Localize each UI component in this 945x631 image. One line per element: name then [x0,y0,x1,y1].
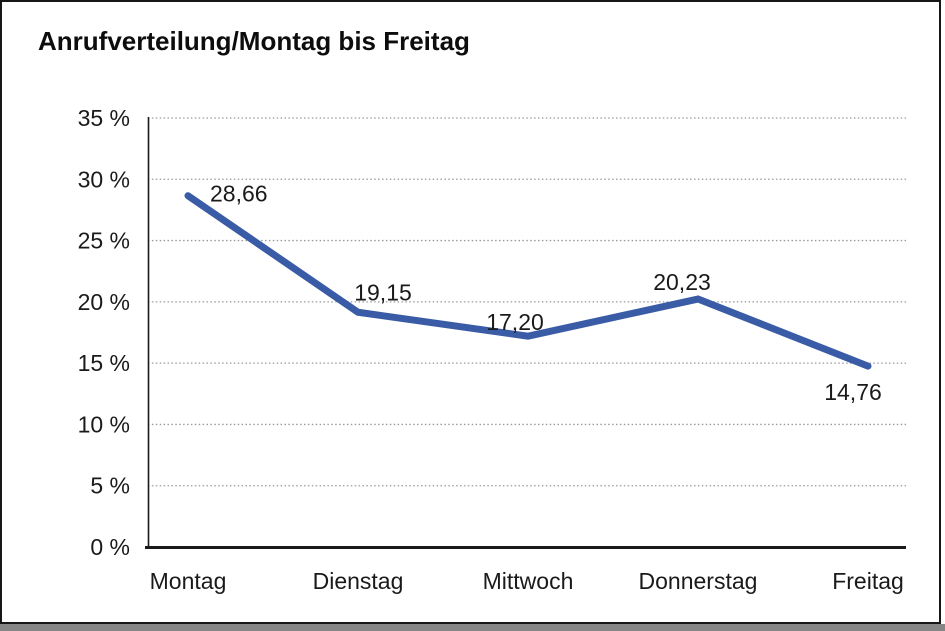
y-tick-label: 5 % [90,473,130,499]
data-series-line [184,192,872,370]
chart-title: Anrufverteilung/Montag bis Freitag [38,26,470,56]
x-category-label-dienstag: Dienstag [313,568,404,594]
y-tick-label: 20 % [78,289,130,315]
x-category-label-donnerstag: Donnerstag [639,568,758,594]
x-category-label-freitag: Freitag [832,568,904,594]
data-point-label-1: 19,15 [354,279,412,305]
y-tick-label: 25 % [78,228,130,254]
y-tick-label: 30 % [78,166,130,192]
frame-bottom-shadow [0,624,945,631]
y-tick-label: 0 % [90,534,130,560]
data-point-label-0: 28,66 [210,181,268,207]
x-category-label-mittwoch: Mittwoch [483,568,574,594]
y-tick-label: 35 % [78,105,130,131]
y-tick-label: 10 % [78,411,130,437]
data-point-label-2: 17,20 [486,309,544,335]
data-point-label-3: 20,23 [653,269,711,295]
x-category-label-montag: Montag [150,568,227,594]
y-tick-label: 15 % [78,350,130,376]
data-point-label-4: 14,76 [824,379,882,405]
